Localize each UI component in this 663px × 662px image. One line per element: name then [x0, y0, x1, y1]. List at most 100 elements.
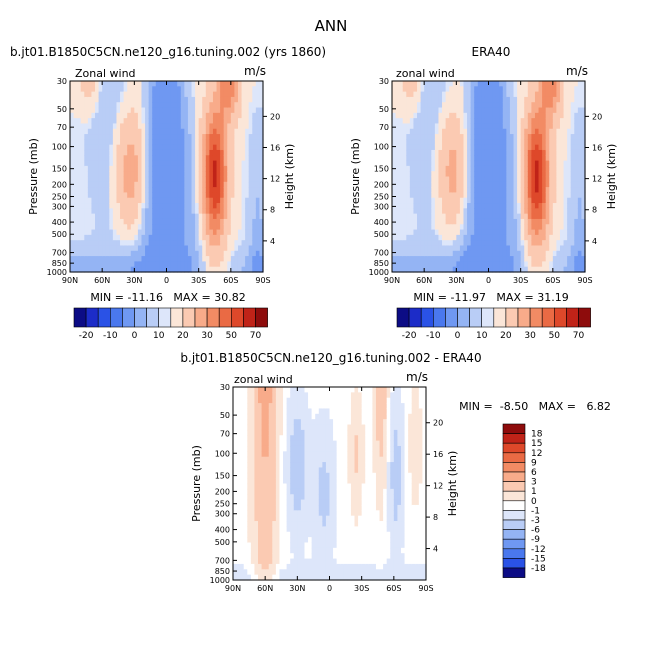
plot-model-cell [205, 224, 210, 231]
plot-model-cell [241, 176, 246, 183]
plot-era40-cell [545, 144, 550, 151]
plot-model-cell [166, 240, 171, 247]
plot-model-cell [141, 234, 146, 241]
plot-era40-cell [534, 81, 540, 87]
plot-model-cell [195, 149, 200, 156]
plot-era40-cell [552, 208, 557, 215]
plot-era40-cell [477, 139, 482, 146]
plot-model-cell [77, 118, 82, 125]
plot-era40-cell [527, 139, 532, 146]
plot-diff-cell [250, 483, 256, 490]
plot-model-cell [152, 81, 157, 87]
plot-era40-cell [581, 155, 586, 162]
plot-model-cell [137, 149, 143, 156]
plot-model-cell [230, 213, 235, 220]
plot-era40-cell [409, 118, 415, 125]
plot-era40-cell [456, 171, 461, 178]
plot-era40-cell [524, 144, 529, 151]
plot-model-cell [237, 112, 243, 119]
plot-era40-cell [506, 160, 511, 167]
plot-diff-cell [236, 558, 241, 565]
plot-diff-cell [308, 435, 313, 442]
plot-model-cell [70, 266, 75, 273]
plot-diff-cell [308, 419, 313, 426]
plot-model-cell [159, 240, 164, 247]
plot-era40-cell [445, 224, 450, 231]
plot-model-cell [245, 197, 250, 204]
plot-model-cell [130, 112, 135, 119]
plot-model-cell [255, 102, 261, 109]
plot-model-cell [127, 81, 132, 87]
plot-diff-cell [300, 408, 306, 415]
plot-diff-cell [318, 488, 323, 495]
plot-model-cell [187, 81, 193, 87]
plot-era40-cell [449, 81, 454, 87]
plot-model-cell [141, 266, 146, 273]
plot-era40-cell [392, 213, 397, 220]
plot-model-cell [234, 149, 239, 156]
plot-model-cell [112, 192, 118, 199]
plot-era40-cell [549, 160, 554, 167]
plot-model-cell [241, 165, 246, 172]
plot-era40-cell [399, 208, 404, 215]
plot-diff-cell [243, 515, 248, 522]
plot-era40-cell [549, 91, 554, 98]
plot-model-cell [216, 81, 221, 87]
plot-era40-cell [445, 86, 450, 93]
plot-model-cell [255, 218, 261, 225]
plot-diff-cell [265, 547, 270, 554]
plot-model-cell [102, 224, 107, 231]
plot-era40-cell [531, 245, 536, 252]
plot-era40-cell [567, 96, 572, 103]
plot-era40-cell [427, 112, 432, 119]
plot-era40-cell [563, 91, 568, 98]
plot-diff-cell [286, 531, 291, 538]
plot-model-cell [116, 261, 121, 268]
plot-model-cell [177, 250, 182, 257]
plot-model-cell [245, 165, 250, 172]
colorbar-era40-swatch [541, 307, 555, 328]
plot-model-cell [191, 96, 196, 103]
plot-diff-cell [243, 397, 248, 404]
plot-model-cell [195, 112, 200, 119]
plot-model-cell [123, 165, 128, 172]
plot-diff-cell [318, 563, 323, 570]
plot-era40-cell [559, 192, 565, 199]
plot-model-cell [141, 96, 146, 103]
plot-era40-cell [406, 224, 411, 231]
plot-model-cell [166, 144, 171, 151]
plot-model-cell [177, 245, 182, 252]
plot-model-cell [177, 176, 182, 183]
plot-diff-cell [261, 403, 266, 410]
plot-model-cell [134, 181, 139, 188]
plot-era40-cell [477, 245, 482, 252]
plot-diff-cell [254, 483, 259, 490]
plot-era40-cell [470, 149, 475, 156]
plot-model-cell [102, 123, 107, 130]
plot-model-cell [155, 155, 160, 162]
plot-model-cell [202, 112, 207, 119]
plot-diff-cell [240, 494, 245, 501]
plot-era40-cell [488, 144, 493, 151]
plot-model-cell [148, 208, 153, 215]
plot-model-cell [198, 245, 203, 252]
plot-diff-cell [254, 451, 259, 458]
plot-era40-cell [477, 187, 482, 194]
plot-diff-cell [275, 440, 281, 447]
plot-model-cell [259, 208, 264, 215]
plot-era40-cell [452, 123, 457, 130]
plot-model-cell [227, 229, 232, 236]
plot-diff-cell [268, 483, 273, 490]
plot-diff-cell [272, 462, 277, 469]
plot-diff-cell [300, 392, 306, 399]
plot-era40-cell [495, 144, 500, 151]
plot-era40-cell [470, 118, 475, 125]
plot-model-cell [166, 112, 171, 119]
plot-model-cell [205, 91, 210, 98]
plot-diff-cell [311, 521, 316, 527]
plot-model-cell [180, 107, 185, 114]
plot-era40-cell [499, 218, 504, 225]
colorbar-era40-swatch [432, 307, 446, 328]
plot-model-cell [166, 149, 171, 156]
plot-model-cell [241, 81, 246, 87]
